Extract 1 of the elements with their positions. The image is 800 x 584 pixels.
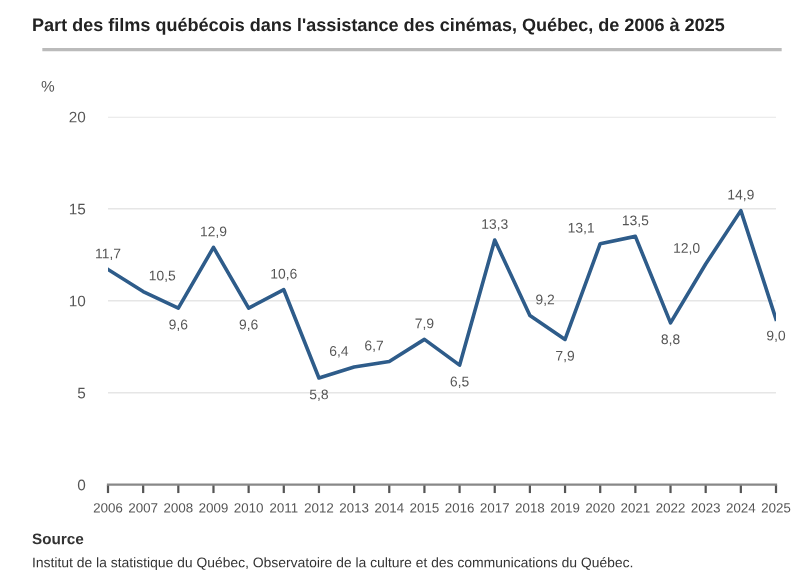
chart-title: Part des films québécois dans l'assistance des cinémas, Québec, de 2006 à 2025 bbox=[33, 17, 725, 35]
